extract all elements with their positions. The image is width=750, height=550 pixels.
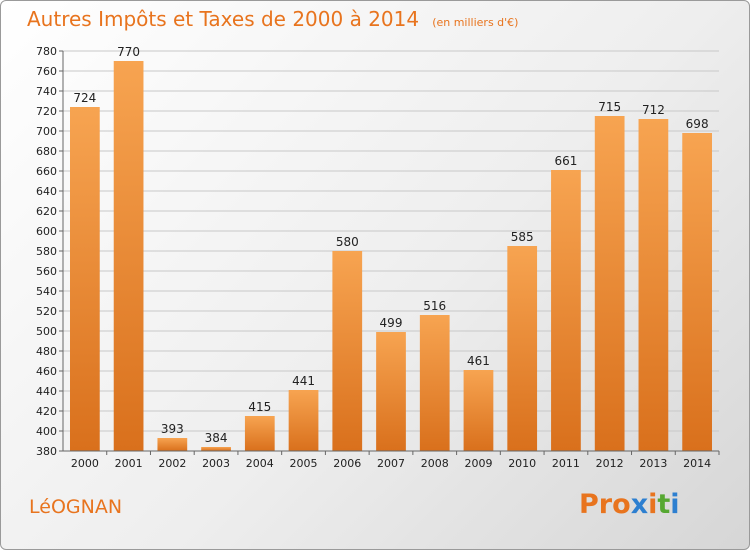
value-label-2014: 698 (686, 117, 709, 131)
x-tick-label-2007: 2007 (377, 457, 405, 470)
logo-letter: P (579, 489, 599, 520)
y-tick-label: 480 (36, 345, 57, 358)
value-label-2008: 516 (423, 299, 446, 313)
bar-2010 (507, 246, 538, 451)
x-tick-label-2000: 2000 (71, 457, 99, 470)
bar-2002 (157, 438, 188, 451)
x-tick-label-2012: 2012 (596, 457, 624, 470)
x-tick-label-2003: 2003 (202, 457, 230, 470)
value-label-2006: 580 (336, 235, 359, 249)
proxiti-logo: Proxiti (579, 489, 680, 520)
value-label-2005: 441 (292, 374, 315, 388)
bar-2006 (332, 251, 363, 451)
bar-2007 (376, 332, 406, 451)
value-label-2003: 384 (205, 431, 228, 445)
x-tick-label-2006: 2006 (333, 457, 361, 470)
value-label-2010: 585 (511, 230, 534, 244)
value-label-2004: 415 (248, 400, 271, 414)
y-tick-label: 660 (36, 165, 57, 178)
bar-2000 (69, 107, 100, 451)
x-tick-label-2001: 2001 (115, 457, 143, 470)
y-tick-label: 600 (36, 225, 57, 238)
logo-letter: i (670, 489, 680, 520)
bars: 724 770 393 384 415 441 580 499 516 461 585 661 715 7… (69, 45, 713, 451)
bar-2008 (419, 315, 450, 451)
y-tick-label: 700 (36, 125, 57, 138)
y-tick-label: 380 (36, 445, 57, 458)
bar-2012 (594, 116, 625, 451)
title-row: Autres Impôts et Taxes de 2000 à 2014 (e… (27, 7, 518, 31)
value-label-2012: 715 (598, 100, 621, 114)
y-tick-label: 580 (36, 245, 57, 258)
value-label-2002: 393 (161, 422, 184, 436)
x-tick-label-2002: 2002 (158, 457, 186, 470)
x-tick-label-2011: 2011 (552, 457, 580, 470)
y-tick-label: 780 (36, 45, 57, 58)
y-tick-label: 440 (36, 385, 57, 398)
chart-title: Autres Impôts et Taxes de 2000 à 2014 (27, 7, 420, 31)
axes: 380 400 420 440 460 480 500 520 540 560 580 600 620 6… (36, 45, 720, 470)
bar-2003 (201, 447, 231, 451)
value-label-2000: 724 (73, 91, 96, 105)
x-tick-label-2008: 2008 (421, 457, 449, 470)
value-label-2009: 461 (467, 354, 490, 368)
x-tick-label-2014: 2014 (683, 457, 711, 470)
bar-2001 (113, 61, 144, 451)
y-tick-label: 540 (36, 285, 57, 298)
value-label-2007: 499 (380, 316, 403, 330)
x-tick-label-2009: 2009 (464, 457, 492, 470)
y-tick-label: 740 (36, 85, 57, 98)
y-tick-label: 560 (36, 265, 57, 278)
y-tick-label: 760 (36, 65, 57, 78)
y-tick-label: 640 (36, 185, 57, 198)
y-tick-label: 400 (36, 425, 57, 438)
y-tick-label: 620 (36, 205, 57, 218)
y-tick-label: 420 (36, 405, 57, 418)
value-label-2001: 770 (117, 45, 140, 59)
place-name: LéOGNAN (29, 496, 123, 518)
bar-2009 (463, 370, 494, 451)
logo-letter: x (630, 489, 649, 520)
bar-2011 (551, 170, 581, 451)
value-label-2013: 712 (642, 103, 665, 117)
y-tick-label: 720 (36, 105, 57, 118)
logo-letter: t (657, 489, 671, 520)
y-tick-label: 460 (36, 365, 57, 378)
logo-letter: o (612, 489, 631, 520)
bar-2013 (638, 119, 669, 451)
y-tick-label: 500 (36, 325, 57, 338)
x-tick-label-2010: 2010 (508, 457, 536, 470)
x-tick-label-2013: 2013 (639, 457, 667, 470)
bar-2014 (682, 133, 713, 451)
logo-letter: r (598, 489, 613, 520)
y-tick-label: 520 (36, 305, 57, 318)
value-label-2011: 661 (554, 154, 577, 168)
x-tick-label-2004: 2004 (246, 457, 274, 470)
bar-2004 (244, 416, 275, 451)
logo-letter: i (648, 489, 658, 520)
bar-2005 (288, 390, 319, 451)
chart-unit: (en milliers d'€) (432, 16, 519, 29)
x-tick-label-2005: 2005 (290, 457, 318, 470)
y-tick-label: 680 (36, 145, 57, 158)
